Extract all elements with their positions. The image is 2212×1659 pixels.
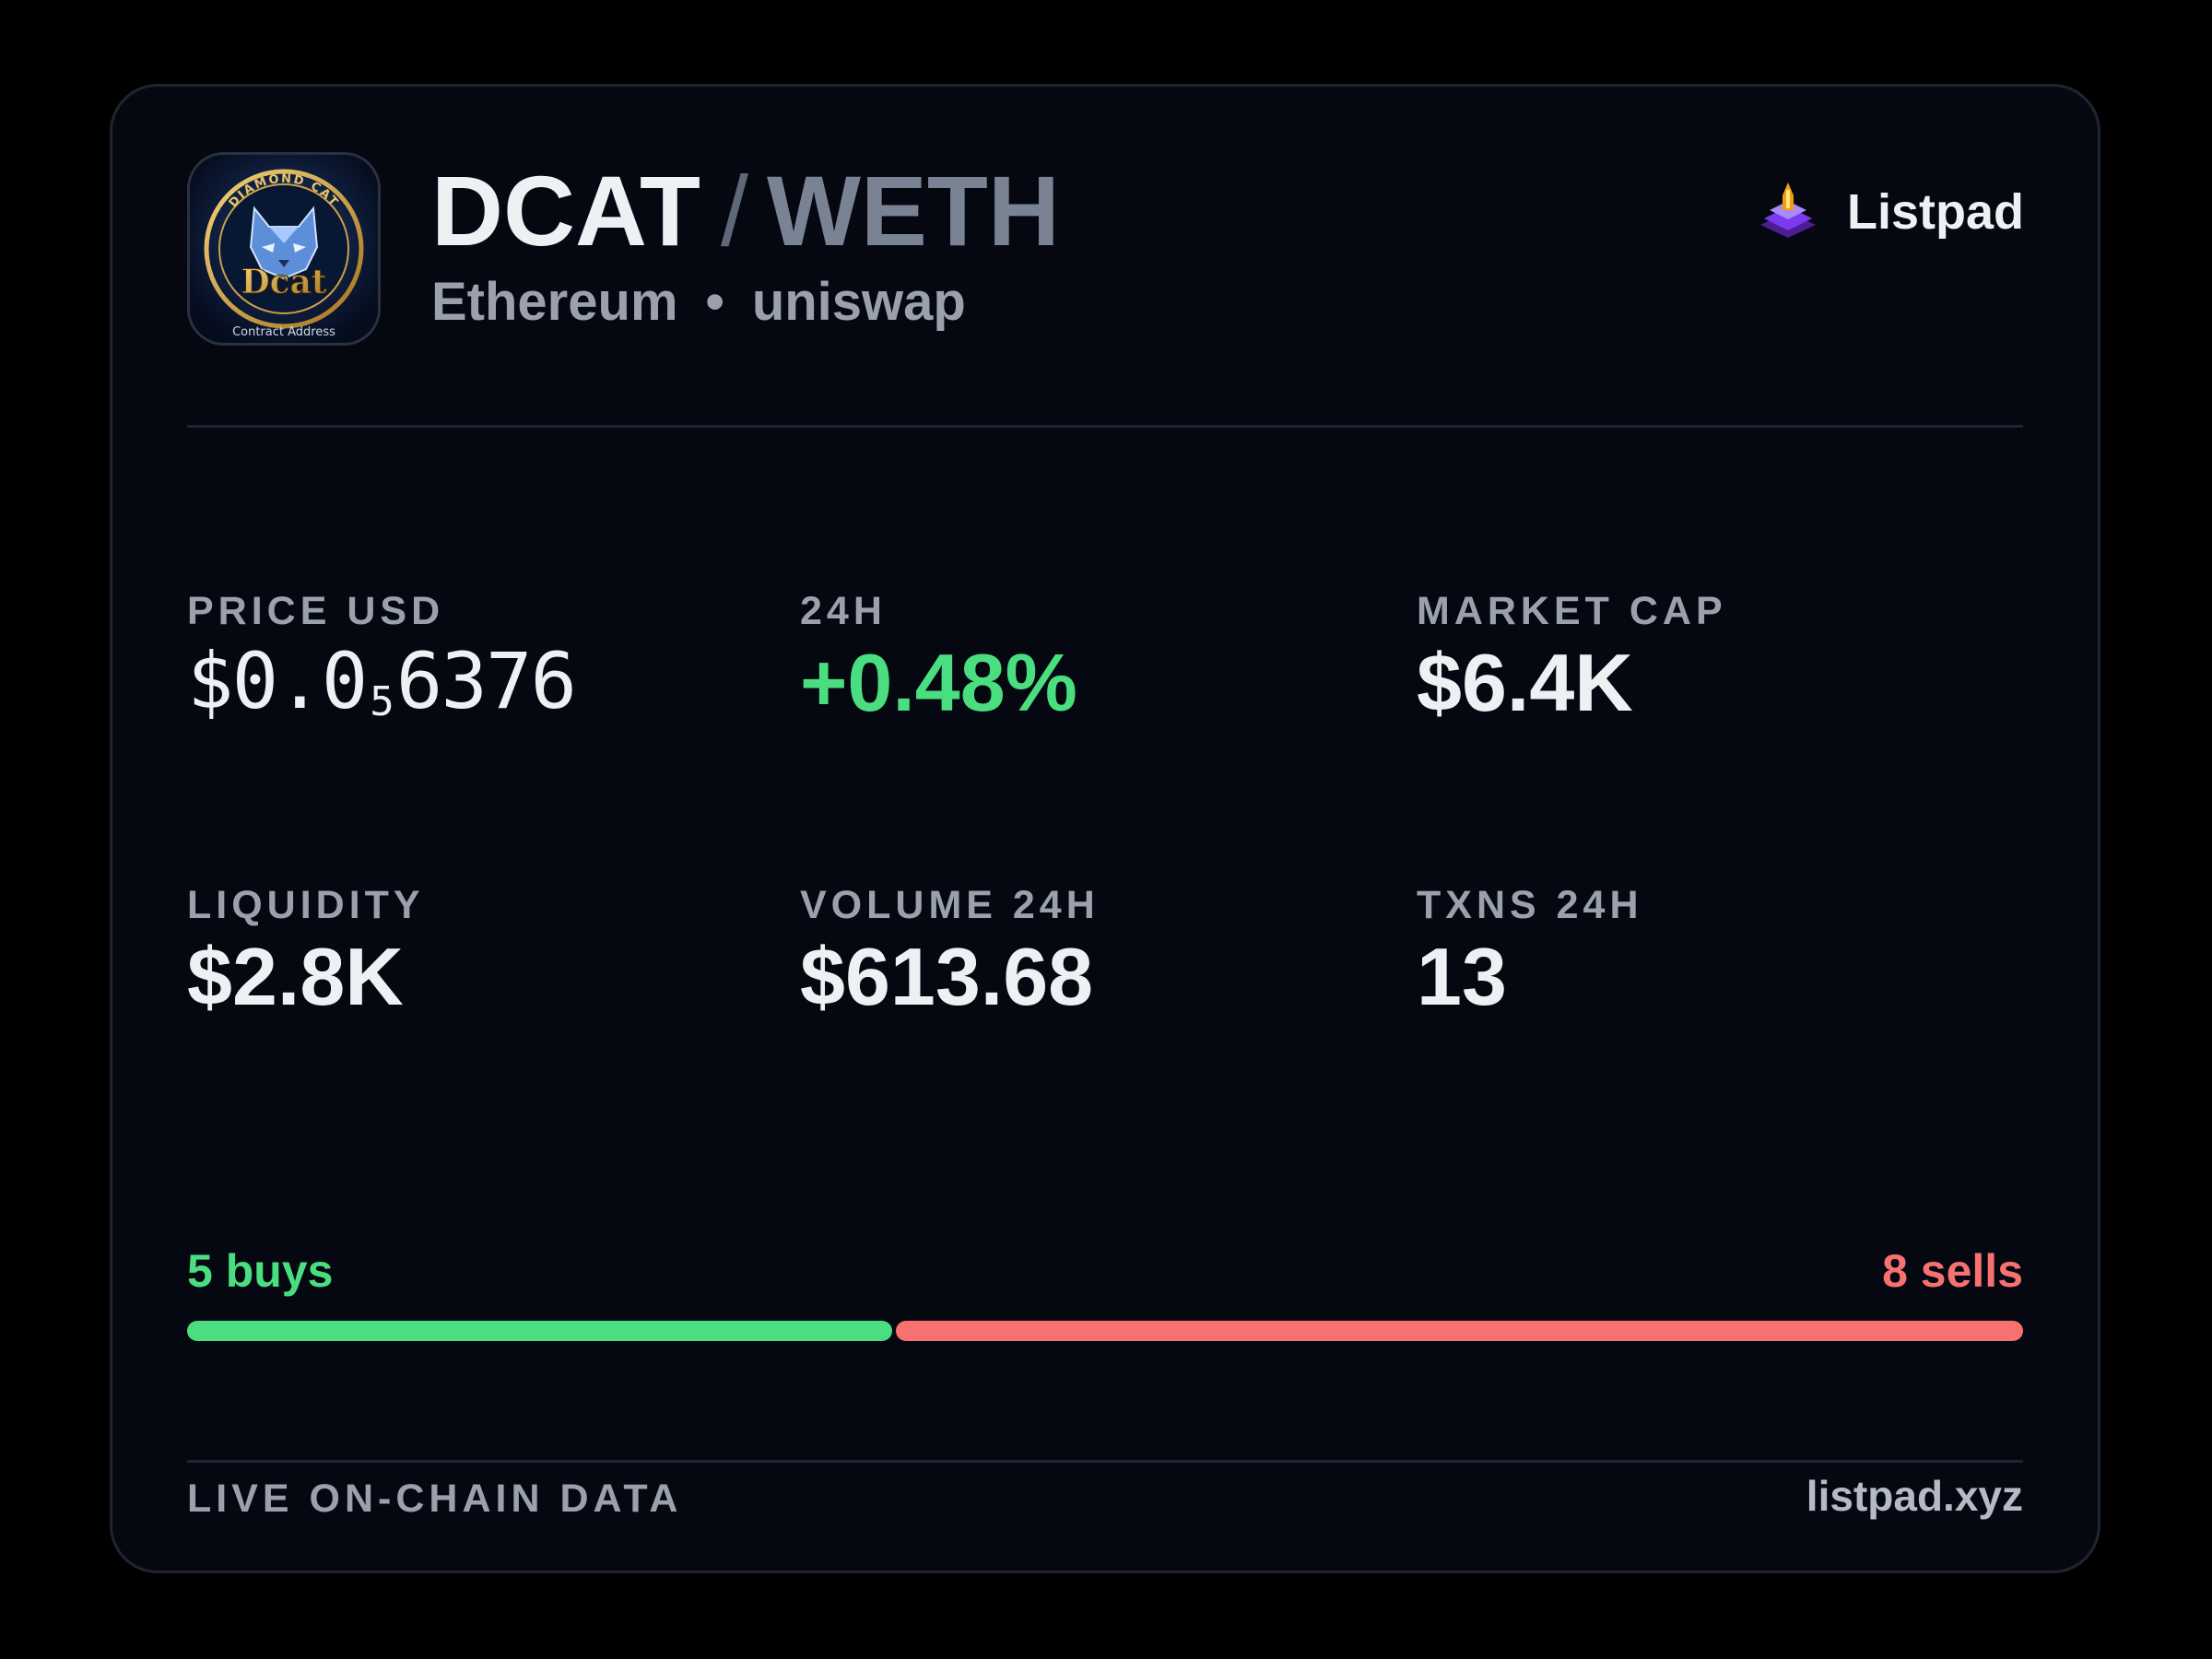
- diamond-cat-logo-icon: DIAMOND CAT Dcat Contract Address: [190, 155, 378, 343]
- dex-name: uniswap: [751, 272, 966, 332]
- stat-label: 24H: [800, 589, 887, 633]
- market-cap-value: $6.4K: [1417, 637, 1633, 728]
- chain-dex-line: Ethereum • uniswap: [431, 271, 966, 333]
- buys-label: 5 buys: [187, 1245, 334, 1297]
- pair-separator: /: [720, 155, 748, 266]
- token-card: DIAMOND CAT Dcat Contract Address DCAT / W…: [110, 84, 2100, 1573]
- quote-token: WETH: [766, 155, 1060, 266]
- stat-label: PRICE USD: [187, 589, 445, 633]
- stat-label: MARKET CAP: [1417, 589, 1727, 633]
- token-logo: DIAMOND CAT Dcat Contract Address: [187, 152, 381, 346]
- stat-volume-24h: VOLUME 24H $613.68: [800, 883, 1100, 1024]
- listpad-rocket-icon: [1759, 182, 1816, 238]
- header-divider: [187, 425, 2023, 428]
- footer-live-label: LIVE ON-CHAIN DATA: [187, 1477, 683, 1521]
- sells-label: 8 sells: [1882, 1245, 2023, 1297]
- separator-dot: •: [705, 272, 724, 332]
- chain-name: Ethereum: [431, 272, 678, 332]
- footer-divider: [187, 1460, 2023, 1463]
- volume-value: $613.68: [800, 931, 1094, 1022]
- price-zero-count: 5: [370, 678, 394, 725]
- stat-txns-24h: TXNS 24H 13: [1417, 883, 1643, 1024]
- stat-price: PRICE USD $0.056376: [187, 589, 577, 726]
- buy-segment: [187, 1321, 892, 1341]
- logo-wordmark: Dcat: [241, 263, 326, 301]
- stat-label: LIQUIDITY: [187, 883, 425, 927]
- buy-sell-ratio-bar: [187, 1321, 2023, 1341]
- brand[interactable]: Listpad: [1755, 179, 2024, 245]
- sell-segment: [895, 1321, 2023, 1341]
- price-digits: 6376: [395, 636, 577, 726]
- stat-label: VOLUME 24H: [800, 883, 1100, 927]
- base-token: DCAT: [431, 155, 700, 266]
- brand-name: Listpad: [1846, 184, 2024, 240]
- change-value: +0.48%: [800, 637, 1077, 728]
- stat-change-24h: 24H +0.48%: [800, 589, 1077, 730]
- footer-site-link[interactable]: listpad.xyz: [1806, 1472, 2023, 1520]
- price-value: $0.056376: [187, 636, 577, 726]
- price-prefix: $0.0: [187, 636, 368, 726]
- liquidity-value: $2.8K: [187, 931, 404, 1022]
- logo-caption: Contract Address: [232, 325, 335, 339]
- stat-liquidity: LIQUIDITY $2.8K: [187, 883, 425, 1024]
- pair-title: DCAT / WETH: [431, 151, 1060, 271]
- stat-market-cap: MARKET CAP $6.4K: [1417, 589, 1727, 730]
- txns-value: 13: [1417, 931, 1507, 1022]
- stat-label: TXNS 24H: [1417, 883, 1643, 927]
